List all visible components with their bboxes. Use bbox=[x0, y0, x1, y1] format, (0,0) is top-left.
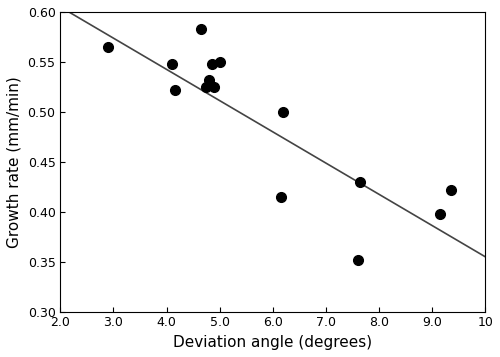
Point bbox=[446, 187, 454, 193]
Point bbox=[104, 44, 112, 50]
Point bbox=[280, 109, 287, 115]
Point bbox=[208, 61, 216, 67]
Point bbox=[170, 87, 178, 93]
Point bbox=[354, 257, 362, 262]
X-axis label: Deviation angle (degrees): Deviation angle (degrees) bbox=[173, 335, 372, 350]
Point bbox=[202, 84, 210, 90]
Point bbox=[436, 211, 444, 217]
Y-axis label: Growth rate (mm/min): Growth rate (mm/min) bbox=[7, 76, 22, 248]
Point bbox=[197, 26, 205, 32]
Point bbox=[216, 59, 224, 65]
Point bbox=[276, 194, 284, 200]
Point bbox=[356, 179, 364, 185]
Point bbox=[168, 61, 176, 67]
Point bbox=[210, 84, 218, 90]
Point bbox=[205, 77, 213, 83]
